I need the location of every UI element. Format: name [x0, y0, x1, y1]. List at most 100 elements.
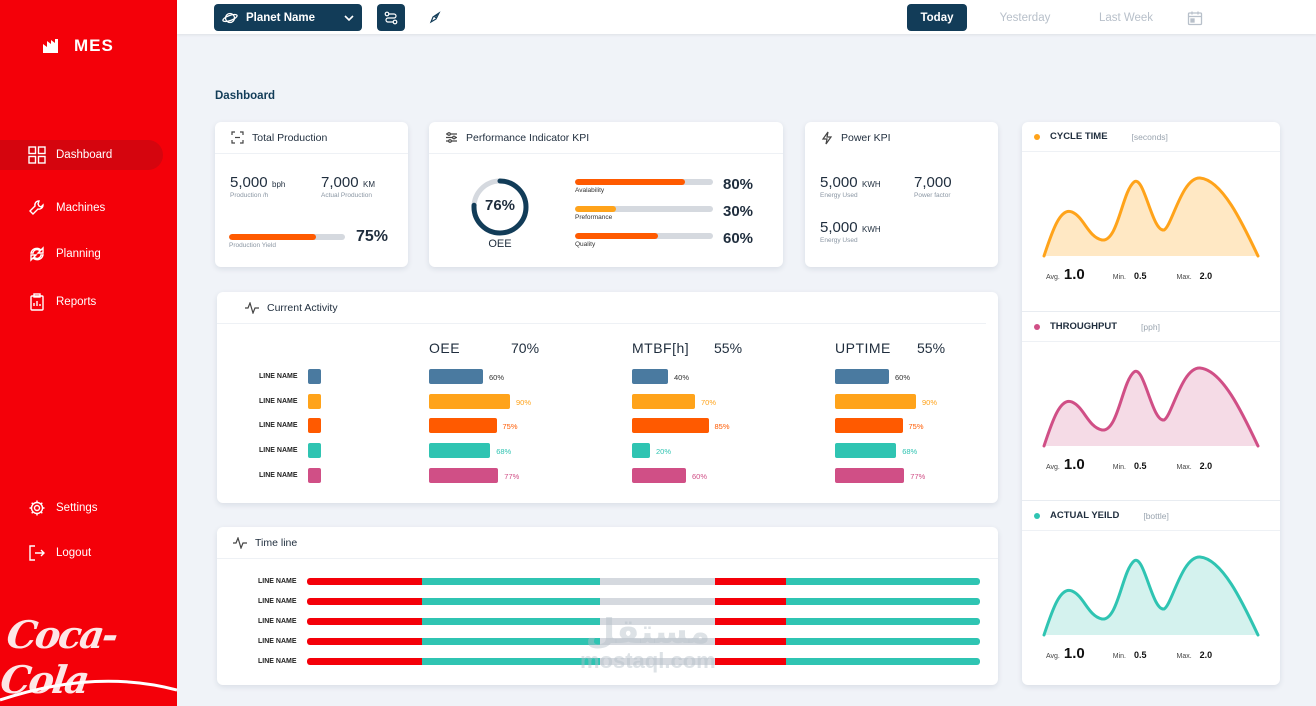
pulse-icon: [245, 301, 259, 314]
activity-bar-value: 70%: [701, 398, 717, 407]
activity-group-total: 55%: [917, 340, 946, 356]
metric-energy-used-2: 5,000 KWH Energy Used: [820, 219, 881, 244]
period-yesterday[interactable]: Yesterday: [999, 11, 1051, 24]
sidebar-item-reports[interactable]: Reports: [0, 287, 163, 317]
timeline-row: [307, 658, 980, 665]
watermark-arabic: مستقل: [585, 612, 711, 652]
route-icon: [384, 11, 398, 24]
stat-max: Max. 2.0: [1176, 271, 1213, 281]
status-dot: [1034, 323, 1040, 330]
metric-value: 5,000: [820, 219, 858, 236]
side-chart-graph: [1042, 176, 1260, 258]
yield-bar: [229, 234, 345, 240]
stat-max-value: 2.0: [1199, 650, 1213, 660]
timeline-segment-run: [422, 638, 600, 645]
timeline-segment-down: [715, 618, 786, 625]
sidebar-item-dashboard[interactable]: Dashboard: [0, 140, 163, 170]
side-chart-header: CYCLE TIME [seconds]: [1022, 122, 1280, 152]
planet-icon: [222, 12, 238, 23]
metric-label: Power factor: [914, 192, 951, 199]
performance-label: Preformance: [575, 214, 613, 221]
side-chart-stats: Avg. 1.0 Min. 0.5 Max. 2.0: [1046, 645, 1266, 662]
timeline-segment-down: [307, 638, 422, 645]
timeline-row: [307, 618, 980, 625]
plant-select-value: Planet Name: [246, 11, 316, 24]
timeline-segment-run: [422, 578, 600, 585]
factory-icon: [43, 39, 58, 53]
timeline-segment-down: [715, 638, 786, 645]
activity-bar-value: 40%: [674, 373, 690, 382]
stat-max-value: 2.0: [1199, 271, 1213, 281]
side-chart-unit: [pph]: [1141, 321, 1160, 332]
sidebar: MES Dashboard Machines Planning Reports …: [0, 0, 177, 706]
stat-avg-value: 1.0: [1063, 456, 1085, 473]
availability-bar: [575, 179, 713, 185]
sidebar-item-logout[interactable]: Logout: [0, 538, 163, 568]
activity-bar: [632, 443, 650, 458]
calendar-icon: [1187, 11, 1203, 25]
activity-bar: [632, 369, 668, 384]
metric-unit: KWH: [862, 180, 881, 189]
stat-min-value: 0.5: [1133, 461, 1147, 471]
timeline-row: [307, 638, 980, 645]
quality-bar: [575, 233, 713, 239]
side-chart-graph: [1042, 555, 1260, 637]
timeline-segment-down: [715, 578, 786, 585]
timeline-segment-idle: [600, 578, 715, 585]
side-chart: THROUGHPUT [pph] Avg. 1.0 Min. 0.5 Max. 2.0: [1022, 311, 1280, 500]
oee-label: OEE: [488, 238, 512, 250]
page-title: Dashboard: [215, 90, 276, 102]
plant-select[interactable]: Planet Name: [214, 4, 362, 31]
stat-avg: Avg. 1.0: [1046, 266, 1085, 283]
card-header: Time line: [217, 527, 998, 559]
activity-bar-value: 60%: [895, 373, 911, 382]
period-today[interactable]: Today: [907, 4, 967, 31]
sidebar-item-planning[interactable]: Planning: [0, 239, 163, 269]
timeline-segment-down: [715, 658, 786, 665]
watermark-url: mostaql.com: [580, 648, 716, 673]
metric-actual-production: 7,000 KM Actual Production: [321, 174, 375, 199]
side-chart: CYCLE TIME [seconds] Avg. 1.0 Min. 0.5 Max. 2.0: [1022, 122, 1280, 311]
activity-bar-value: 77%: [504, 472, 520, 481]
sidebar-item-label: Dashboard: [56, 149, 113, 161]
activity-bar-value: 90%: [922, 398, 938, 407]
timeline-line-label: LINE NAME: [258, 578, 297, 585]
metric-value: 7,000: [321, 174, 359, 191]
activity-group-name: UPTIME: [835, 340, 891, 356]
metric-unit: KWH: [862, 225, 881, 234]
activity-group-name: OEE: [429, 340, 461, 356]
timeline-line-label: LINE NAME: [258, 638, 297, 645]
watermark: مستقل mostaql.com: [580, 612, 716, 674]
sidebar-item-settings[interactable]: Settings: [0, 493, 163, 523]
side-chart-area: [1044, 177, 1258, 256]
metric-unit: bph: [272, 180, 286, 189]
app-logo[interactable]: MES: [42, 36, 114, 56]
card-title: Total Production: [252, 131, 328, 144]
activity-bar: [429, 369, 483, 384]
activity-bar: [429, 394, 510, 409]
side-chart-line: [1042, 555, 1260, 637]
logout-icon: [29, 545, 45, 561]
metric-label: Energy Used: [820, 192, 858, 199]
stat-avg: Avg. 1.0: [1046, 645, 1085, 662]
oee-value: 76%: [484, 197, 516, 214]
activity-bar-value: 85%: [714, 422, 730, 431]
rocket-button[interactable]: [421, 4, 449, 31]
stat-max: Max. 2.0: [1176, 461, 1213, 471]
stat-max-value: 2.0: [1199, 461, 1213, 471]
line-color-swatch: [308, 394, 321, 409]
brand-wave: [0, 679, 177, 702]
period-last-week[interactable]: Last Week: [1098, 11, 1154, 24]
metric-energy-used: 5,000 KWH Energy Used: [820, 174, 881, 199]
sidebar-item-machines[interactable]: Machines: [0, 193, 163, 223]
metric-value: 5,000: [820, 174, 858, 191]
card-title: Power KPI: [841, 132, 891, 144]
activity-bar: [835, 443, 897, 458]
line-name-label: LINE NAME: [259, 398, 298, 405]
performance-bar-fill: [575, 206, 617, 212]
route-button[interactable]: [377, 4, 405, 31]
side-chart-title: CYCLE TIME: [1050, 131, 1108, 142]
calendar-button[interactable]: [1181, 4, 1209, 31]
side-chart-unit: [seconds]: [1131, 131, 1168, 142]
side-chart-header: ACTUAL YEILD [bottle]: [1022, 501, 1280, 531]
